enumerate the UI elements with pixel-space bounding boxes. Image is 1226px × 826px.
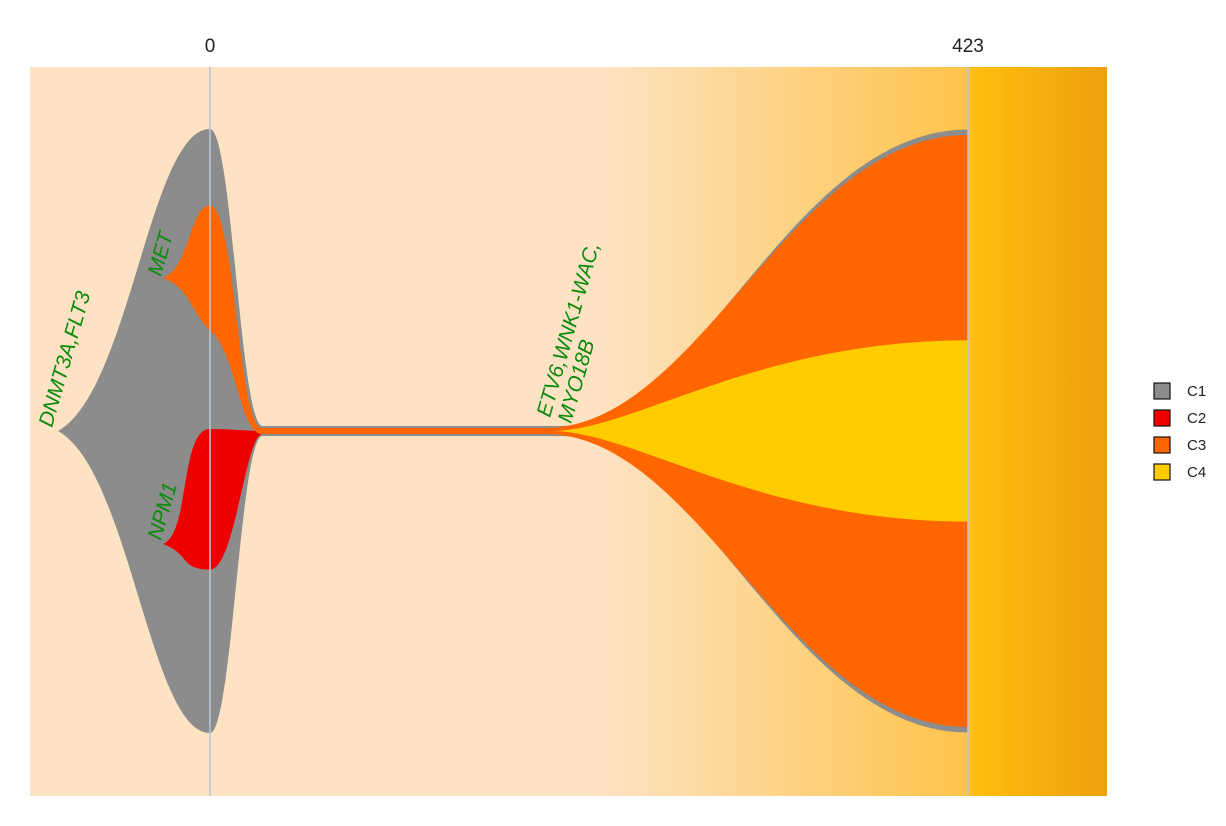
legend-swatch-c4 (1153, 463, 1171, 481)
timepoint-tick-label: 0 (205, 36, 216, 57)
legend-label-c3: C3 (1187, 437, 1206, 454)
clone-layer (58, 129, 968, 733)
clone-c2-area (163, 429, 262, 570)
timeline-layer: 0 423 (205, 36, 984, 796)
legend-label-c1: C1 (1187, 383, 1206, 400)
clone-c4-area (556, 340, 968, 522)
legend-swatch-c1 (1153, 382, 1171, 400)
legend-swatch-c2 (1153, 409, 1171, 427)
legend-label-c2: C2 (1187, 410, 1206, 427)
legend-swatch-c3 (1153, 436, 1171, 454)
timepoint-tick-label: 423 (952, 36, 984, 57)
legend: C1 C2 C3 C4 (1153, 382, 1206, 481)
legend-label-c4: C4 (1187, 464, 1206, 481)
